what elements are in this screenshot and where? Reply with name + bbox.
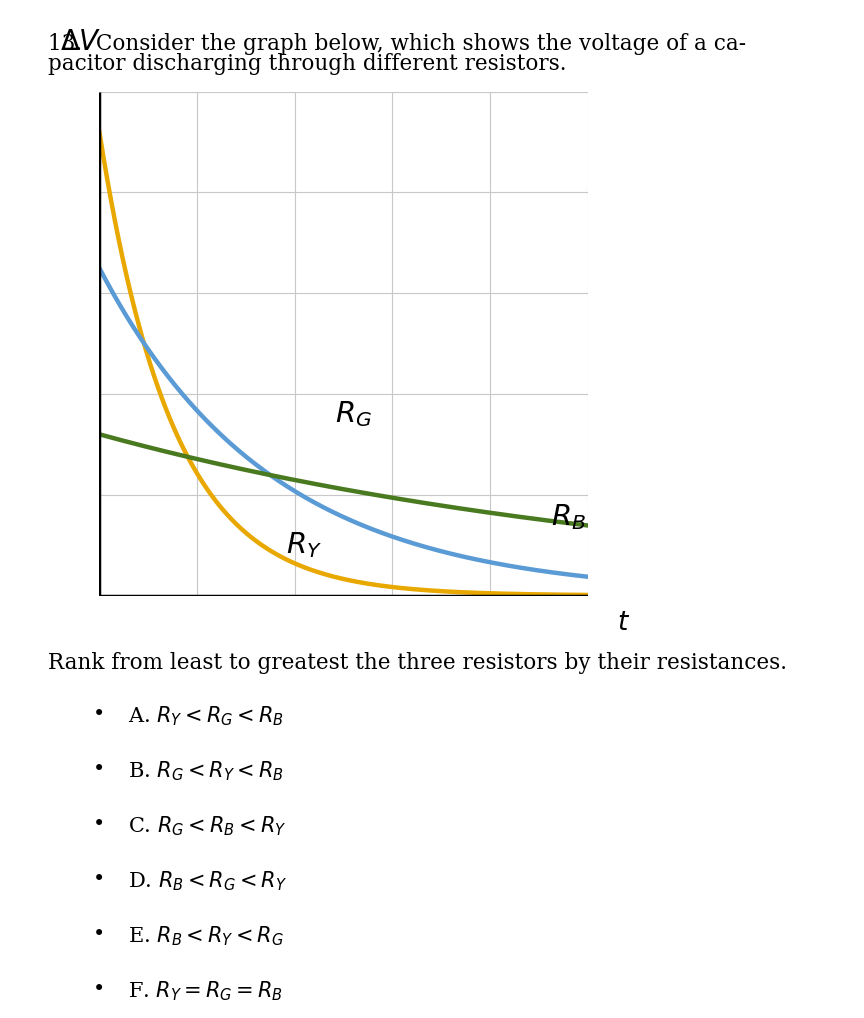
Text: E. $R_B < R_Y < R_G$: E. $R_B < R_Y < R_G$ (128, 924, 284, 948)
Text: •: • (93, 924, 105, 945)
Text: $R_B$: $R_B$ (550, 503, 586, 532)
Text: D. $R_B < R_G < R_Y$: D. $R_B < R_G < R_Y$ (128, 869, 287, 893)
Text: •: • (93, 814, 105, 835)
Text: F. $R_Y = R_G = R_B$: F. $R_Y = R_G = R_B$ (128, 979, 283, 1003)
Text: B. $R_G < R_Y < R_B$: B. $R_G < R_Y < R_B$ (128, 759, 284, 783)
Text: A. $R_Y < R_G < R_B$: A. $R_Y < R_G < R_B$ (128, 704, 283, 728)
Text: 13.  Consider the graph below, which shows the voltage of a ca-: 13. Consider the graph below, which show… (48, 33, 746, 55)
Text: Rank from least to greatest the three resistors by their resistances.: Rank from least to greatest the three re… (48, 652, 786, 674)
Text: $t$: $t$ (617, 610, 630, 636)
Text: •: • (93, 979, 105, 1000)
Text: •: • (93, 704, 105, 725)
Text: $R_G$: $R_G$ (334, 399, 372, 429)
Text: $R_Y$: $R_Y$ (286, 530, 322, 560)
Text: C. $R_G < R_B < R_Y$: C. $R_G < R_B < R_Y$ (128, 814, 286, 838)
Text: $\Delta V$: $\Delta V$ (60, 29, 101, 56)
Text: pacitor discharging through different resistors.: pacitor discharging through different re… (48, 53, 566, 75)
Text: •: • (93, 759, 105, 780)
Text: •: • (93, 869, 105, 890)
